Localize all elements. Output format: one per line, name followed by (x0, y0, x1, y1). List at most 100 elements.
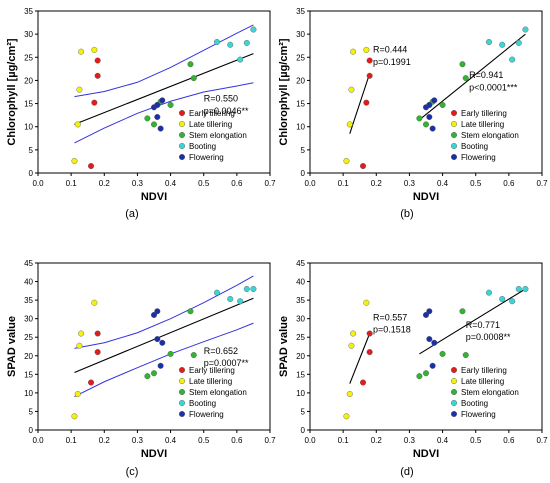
data-point-flowering (429, 125, 436, 132)
legend-marker (178, 120, 185, 127)
y-tick-label: 10 (296, 123, 305, 132)
data-point-booting (499, 41, 506, 48)
stat-annotation: p=0.0007** (204, 358, 249, 368)
chart-panel-1: 0.0 0.1 0.2 0.3 0.4 0.5 0.6 0.7 0 5 10 15 20 25 30 35 ND… (6, 7, 276, 220)
data-point-booting (227, 295, 234, 302)
data-point-late-tillering (76, 342, 83, 349)
y-axis-label: Chlorophyll [µg/cm²] (278, 38, 290, 146)
data-point-stem-elongation (416, 373, 423, 380)
x-tick-label: 0.5 (198, 436, 210, 445)
data-point-stem-elongation (150, 121, 157, 128)
stat-annotation: R=0.771 (466, 320, 500, 330)
data-point-stem-elongation (459, 61, 466, 68)
data-point-flowering (431, 339, 438, 346)
data-point-stem-elongation (150, 370, 157, 377)
data-point-stem-elongation (459, 308, 466, 315)
stat-annotation: p<0.0001*** (469, 83, 518, 93)
y-tick-label: 10 (296, 389, 305, 398)
data-point-flowering (426, 113, 433, 120)
y-tick-label: 40 (24, 278, 33, 287)
x-tick-label: 0.1 (66, 436, 78, 445)
x-tick-label: 0.6 (503, 179, 515, 188)
data-point-flowering (154, 101, 161, 108)
data-point-booting (243, 39, 250, 46)
plot-frame (309, 262, 543, 431)
y-tick-label: 10 (24, 389, 33, 398)
y-tick-label: 30 (296, 30, 305, 39)
y-tick-label: 35 (24, 7, 33, 16)
legend-label: Early tillering (461, 109, 507, 118)
data-point-flowering (154, 113, 161, 120)
data-point-flowering (154, 336, 161, 343)
legend-label: Late tillering (189, 377, 232, 386)
y-axis-label: SPAD value (278, 316, 290, 377)
x-tick-label: 0.3 (404, 179, 416, 188)
x-tick-label: 0.2 (99, 179, 111, 188)
regression-line-1 (74, 53, 254, 125)
data-point-stem-elongation (190, 75, 197, 82)
data-point-late-tillering (343, 157, 350, 164)
y-tick-label: 45 (24, 259, 33, 268)
y-tick-label: 0 (29, 169, 34, 178)
legend-marker (178, 411, 185, 418)
data-point-early-tillering (94, 349, 101, 356)
data-point-booting (509, 298, 516, 305)
data-point-early-tillering (88, 379, 95, 386)
data-point-booting (237, 298, 244, 305)
x-tick-label: 0.2 (371, 179, 383, 188)
data-point-late-tillering (91, 46, 98, 53)
y-tick-label: 5 (29, 407, 34, 416)
data-point-stem-elongation (439, 350, 446, 357)
x-tick-label: 0.7 (264, 179, 276, 188)
data-point-flowering (150, 311, 157, 318)
data-point-late-tillering (78, 48, 85, 55)
legend-label: Stem elongation (189, 131, 247, 140)
data-point-late-tillering (71, 157, 78, 164)
y-tick-label: 20 (24, 76, 33, 85)
x-tick-label: 0.4 (165, 436, 177, 445)
data-point-booting (515, 285, 522, 292)
legend-label: Booting (189, 399, 216, 408)
data-point-early-tillering (366, 330, 373, 337)
data-point-booting (485, 289, 492, 296)
data-point-booting (485, 39, 492, 46)
y-tick-label: 15 (296, 100, 305, 109)
data-point-early-tillering (366, 57, 373, 64)
data-point-booting (250, 26, 257, 33)
y-tick-label: 40 (296, 278, 305, 287)
data-point-late-tillering (363, 46, 370, 53)
data-point-late-tillering (71, 413, 78, 420)
legend-label: Flowering (189, 153, 224, 162)
x-tick-label: 0.0 (32, 436, 44, 445)
y-tick-label: 15 (296, 370, 305, 379)
panel-caption: (d) (400, 466, 413, 478)
y-tick-label: 35 (24, 296, 33, 305)
data-point-late-tillering (343, 413, 350, 420)
data-point-stem-elongation (462, 75, 469, 82)
y-tick-label: 20 (24, 352, 33, 361)
confidence-band-upper (74, 275, 254, 349)
y-tick-label: 35 (296, 7, 305, 16)
panel-caption: (a) (125, 208, 138, 220)
x-axis-label: NDVI (413, 191, 439, 203)
legend-label: Early tillering (189, 366, 235, 375)
legend-marker (178, 131, 185, 138)
data-point-booting (227, 41, 234, 48)
y-axis-label: Chlorophyll [µg/cm²] (6, 38, 18, 146)
plot-frame (37, 10, 271, 174)
legend-label: Flowering (461, 153, 496, 162)
x-tick-label: 0.6 (231, 436, 243, 445)
data-point-flowering (429, 362, 436, 369)
x-tick-label: 0.5 (198, 179, 210, 188)
y-tick-label: 5 (29, 146, 34, 155)
data-point-booting (515, 39, 522, 46)
x-tick-label: 0.5 (470, 436, 482, 445)
y-tick-label: 30 (296, 315, 305, 324)
y-tick-label: 15 (24, 370, 33, 379)
data-point-late-tillering (74, 121, 81, 128)
plot-frame (37, 262, 271, 431)
data-point-late-tillering (346, 391, 353, 398)
legend-label: Booting (461, 399, 488, 408)
chart-panel-2: 0.0 0.1 0.2 0.3 0.4 0.5 0.6 0.7 0 5 10 15 20 25 30 35 ND… (278, 7, 548, 220)
stat-annotation: R=0.550 (204, 93, 238, 103)
